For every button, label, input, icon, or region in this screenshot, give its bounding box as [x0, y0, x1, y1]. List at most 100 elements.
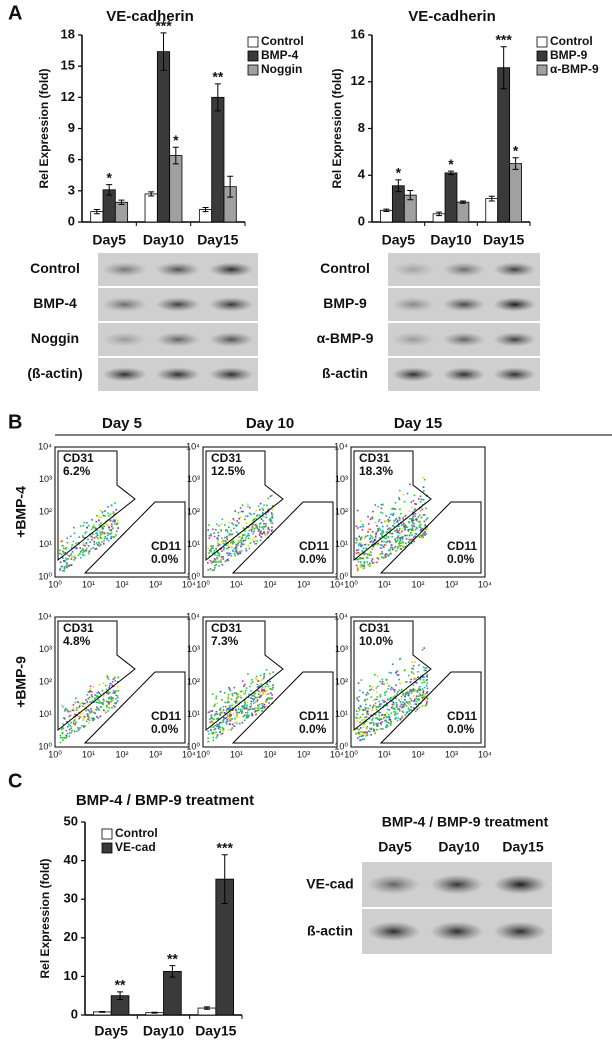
flow-dot [96, 542, 98, 544]
flow-dot [245, 707, 248, 709]
flow-dot [239, 695, 242, 697]
flow-dot [361, 525, 363, 528]
flow-dot [258, 691, 261, 694]
flow-dot [414, 535, 417, 538]
flow-dot [108, 691, 111, 694]
flow-dot [235, 546, 238, 549]
flow-dot [366, 561, 368, 564]
flow-y-tick: 10¹ [187, 709, 200, 719]
flow-dot [395, 684, 397, 687]
flow-dot [86, 694, 89, 696]
flow-dot [386, 519, 388, 522]
flow-dot [381, 540, 383, 543]
flow-dot [210, 729, 212, 732]
flow-x-tick: 10³ [297, 579, 310, 589]
flow-dot [230, 545, 233, 548]
flow-dot [214, 713, 217, 715]
flow-dot [417, 671, 419, 673]
flow-dot [388, 540, 390, 543]
flow-dot [258, 708, 261, 710]
flow-dot [104, 536, 107, 538]
flow-dot [251, 713, 254, 716]
flow-dot [380, 547, 383, 550]
flow-dot [371, 547, 373, 550]
flow-y-tick: 10¹ [39, 539, 52, 549]
flow-dot [242, 510, 244, 513]
flow-dot [413, 525, 416, 528]
flow-dot [254, 542, 256, 545]
flow-dot [62, 557, 64, 559]
flow-dot [372, 704, 375, 707]
flow-dot [108, 532, 110, 535]
flow-dot [84, 725, 86, 727]
flow-dot [230, 728, 232, 731]
flow-x-tick: 10⁰ [196, 579, 210, 589]
flow-dot [396, 531, 399, 534]
flow-x-tick: 10⁰ [196, 749, 210, 759]
flow-dot [222, 555, 224, 558]
flow-dot [110, 535, 113, 538]
flow-dot [369, 730, 371, 733]
flow-dot [66, 562, 68, 564]
flow-dot [380, 507, 383, 510]
flow-dot [362, 567, 365, 570]
flow-dot [371, 562, 374, 565]
flow-dot [398, 498, 401, 501]
flow-dot [363, 553, 366, 556]
flow-dot [423, 681, 426, 683]
flow-dot [407, 530, 410, 532]
flow-dot [112, 697, 114, 700]
flow-dot [97, 698, 100, 701]
flow-dot [261, 709, 263, 712]
flow-dot [71, 709, 74, 712]
flow-dot [426, 678, 428, 681]
flow-dot [83, 550, 85, 553]
flow-dot [408, 674, 410, 677]
flow-dot [415, 503, 417, 505]
flow-dot [240, 541, 243, 544]
flow-dot [100, 702, 102, 704]
flow-dot [358, 708, 361, 711]
flow-dot [418, 687, 420, 690]
flow-dot [396, 547, 399, 550]
flow-dot [394, 519, 397, 521]
blot-band [442, 262, 486, 277]
flow-dot [249, 685, 251, 688]
flow-dot [235, 531, 238, 533]
flow-dot [231, 709, 234, 712]
flow-dot [395, 550, 397, 552]
flow-dot [107, 505, 109, 508]
flow-dot [228, 552, 230, 554]
flow-dot [87, 722, 90, 724]
flow-dot [263, 706, 266, 708]
flow-dot [239, 552, 241, 555]
gate-percent: 0.0% [447, 552, 475, 566]
flow-dot [226, 537, 228, 539]
flow-dot [99, 534, 102, 536]
flow-dot [271, 513, 274, 516]
flow-dot [412, 521, 414, 524]
y-tick-label: 50 [64, 813, 78, 828]
flow-dot [106, 674, 108, 677]
flow-dot [208, 524, 210, 526]
flow-dot [252, 708, 254, 710]
flow-dot [211, 732, 214, 734]
y-tick-label: 8 [358, 120, 365, 135]
flow-dot [422, 490, 425, 492]
flow-dot [382, 713, 384, 716]
significance: ** [115, 977, 126, 993]
flow-dot [373, 689, 375, 692]
flow-dot [408, 701, 410, 703]
flow-dot [412, 500, 415, 502]
significance: * [106, 169, 112, 185]
gate-percent: 6.2% [63, 464, 91, 478]
flow-dot [75, 697, 77, 700]
flow-dot [262, 520, 264, 522]
flow-dot [377, 706, 380, 708]
flow-dot [400, 512, 402, 515]
flow-dot [360, 679, 363, 681]
flow-dot [207, 737, 209, 740]
flow-dot [59, 741, 62, 744]
flow-dot [359, 566, 362, 569]
flow-dot [410, 671, 413, 673]
